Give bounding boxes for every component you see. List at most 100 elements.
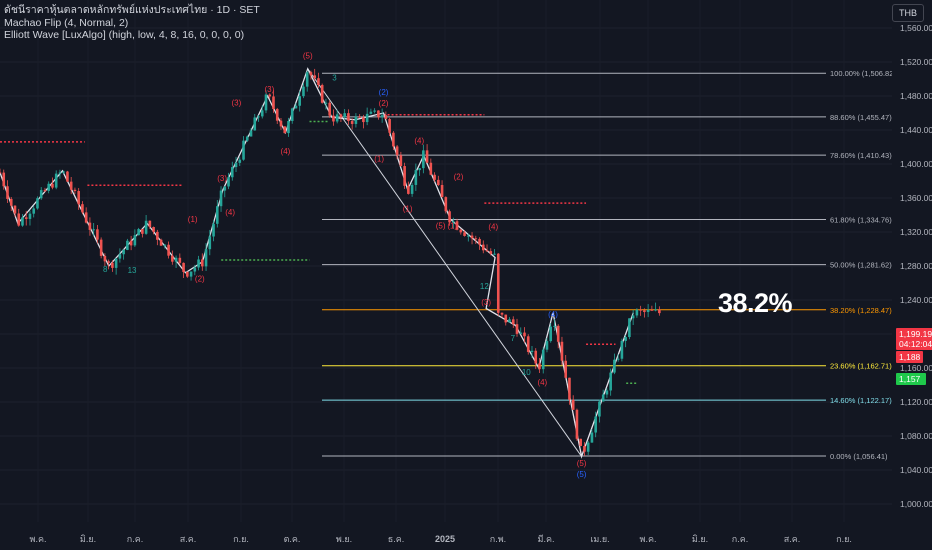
time-tick-label: ก.ย. <box>233 534 249 544</box>
candle-body <box>515 324 519 334</box>
candle-body <box>571 399 575 410</box>
candle-body <box>193 267 197 272</box>
wave-label: (4) <box>537 378 547 387</box>
candle-body <box>410 184 414 194</box>
price-tick-label: 1,040.00 <box>900 465 932 475</box>
candle-body <box>586 442 590 452</box>
candle-body <box>264 94 268 111</box>
candle-body <box>478 238 481 245</box>
fib-38-annotation: 38.2% <box>718 288 793 318</box>
dotted-levels <box>0 113 638 385</box>
candle-body <box>485 250 489 252</box>
candle-body <box>257 116 260 118</box>
candle-body <box>560 341 564 361</box>
candle-body <box>84 212 88 223</box>
candle-body <box>28 213 32 219</box>
candle-body <box>362 117 365 123</box>
chart-legend: ดัชนีราคาหุ้นตลาดหลักทรัพย์แห่งประเทศไทย… <box>4 4 260 42</box>
candle-body <box>238 159 242 163</box>
candle-body <box>268 94 272 97</box>
candle-body <box>62 171 65 173</box>
candle-body <box>309 72 313 76</box>
wave-label: 8 <box>103 265 108 274</box>
price-tick-label: 1,000.00 <box>900 499 932 509</box>
candle-body <box>92 229 95 231</box>
candle-body <box>635 309 639 316</box>
candle-body <box>339 114 343 118</box>
candle-body <box>523 332 526 337</box>
candle-body <box>320 85 324 103</box>
candle-body <box>530 350 534 352</box>
candle-body <box>470 235 474 239</box>
wave-label: (4) <box>548 310 558 319</box>
candle-body <box>43 190 47 192</box>
candle-body <box>287 121 290 134</box>
candle-body <box>579 438 582 446</box>
candle-body <box>628 318 631 338</box>
candle-body <box>590 432 594 443</box>
elliott-zigzag <box>0 67 634 459</box>
candle-body <box>77 191 80 205</box>
wave-diagonal <box>307 68 582 457</box>
candle-body <box>467 235 470 237</box>
indicator-machao-flip[interactable]: Machao Flip (4, Normal, 2) <box>4 16 129 29</box>
candle-body <box>354 116 358 124</box>
wave-label: (5) <box>436 222 446 231</box>
candle-body <box>620 340 624 359</box>
price-tick-label: 1,560.00 <box>900 23 932 33</box>
price-tick-label: 1,320.00 <box>900 227 932 237</box>
wave-labels: (5)3(3)(3)(4)(2)(2)(4)(1)(2)(5) (1) (4)(1)… <box>103 52 587 479</box>
candle-body <box>204 249 208 267</box>
fib-label: 50.00% (1,281.62) <box>830 261 892 270</box>
candle-body <box>223 186 227 191</box>
candle-body <box>613 359 616 373</box>
candle-body <box>335 114 339 122</box>
wave-label: (2) <box>379 99 389 108</box>
candle-body <box>624 337 627 341</box>
candle-body <box>114 258 118 268</box>
price-axis[interactable]: 1,000.00 1,040.00 1,080.00 1,120.00 1,160.00… <box>892 0 932 550</box>
candle-body <box>646 309 650 313</box>
wave-label: (5) <box>577 470 587 479</box>
candle-body <box>474 238 478 240</box>
bar-countdown: 04:12:04 <box>899 339 932 349</box>
wave-label: 7 <box>511 334 516 343</box>
fibonacci-levels: 100.00% (1,506.82) 88.60% (1,455.47) 78.60… <box>322 69 896 461</box>
currency-button[interactable]: THB <box>892 4 924 22</box>
candle-body <box>283 126 287 134</box>
candle-body <box>122 249 125 255</box>
candle-body <box>275 109 279 121</box>
candle-body <box>126 240 129 250</box>
candle-body <box>459 229 463 233</box>
time-tick-label: ส.ค. <box>180 534 197 544</box>
time-axis[interactable]: พ.ค. มิ.ย. ก.ค. ส.ค. ก.ย. ต.ค. พ.ย. ธ.ค. 2025 ก.พ… <box>30 534 852 544</box>
candle-body <box>302 86 305 97</box>
chart-grid <box>0 27 892 505</box>
wave-label: 13 <box>128 266 137 275</box>
price-tick-label: 1,280.00 <box>900 261 932 271</box>
candle-body <box>234 162 238 168</box>
candle-body <box>343 113 346 118</box>
indicator-elliott-wave[interactable]: Elliott Wave [LuxAlgo] (high, low, 4, 8,… <box>4 29 245 41</box>
symbol-title[interactable]: ดัชนีราคาหุ้นตลาดหลักทรัพย์แห่งประเทศไทย… <box>4 4 260 16</box>
candle-body <box>107 261 110 263</box>
fib-label: 0.00% (1,056.41) <box>830 452 888 461</box>
green-level-tag: 1,157 <box>896 373 926 385</box>
candle-body <box>489 251 493 254</box>
wave-label: (1) <box>403 205 413 214</box>
candle-body <box>650 309 654 311</box>
candle-body <box>249 130 253 137</box>
time-tick-label: พ.ย. <box>336 534 352 544</box>
candle-body <box>156 231 159 240</box>
time-tick-label: 2025 <box>435 534 455 544</box>
candle-body <box>583 445 586 452</box>
candle-body <box>369 111 373 114</box>
time-tick-label: มี.ค. <box>538 534 555 544</box>
candle-body <box>17 213 21 226</box>
wave-label: 12 <box>480 282 489 291</box>
candle-body <box>272 96 275 110</box>
wave-label: 3 <box>332 74 337 83</box>
candle-body <box>163 244 167 246</box>
fib-label: 38.20% (1,228.47) <box>830 306 892 315</box>
